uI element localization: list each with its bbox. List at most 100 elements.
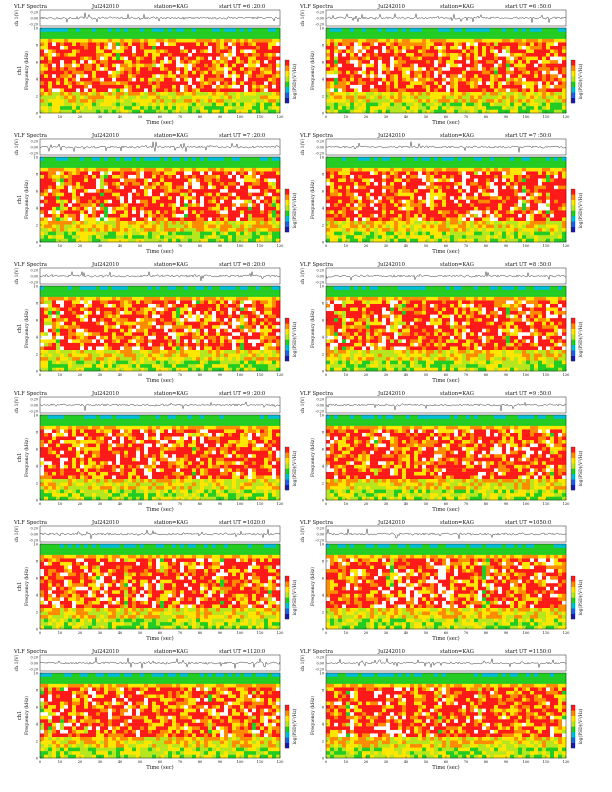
- heatmap-cell: [434, 52, 439, 57]
- heatmap-cell: [248, 102, 253, 107]
- heatmap-cell: [232, 77, 237, 82]
- heatmap-cell: [200, 74, 205, 78]
- heatmap-cell: [164, 84, 169, 89]
- heatmap-cell: [402, 109, 407, 114]
- heatmap-cell: [220, 231, 225, 236]
- heatmap-cell: [132, 213, 137, 218]
- heatmap-cell: [188, 105, 193, 110]
- heatmap-cell: [216, 199, 221, 204]
- heatmap-cell: [76, 38, 81, 43]
- heatmap-cell: [370, 192, 375, 197]
- heatmap-cell: [394, 38, 399, 43]
- heatmap-cell: [76, 49, 81, 54]
- heatmap-cell: [136, 178, 141, 183]
- heatmap-cell: [350, 174, 355, 179]
- heatmap-cell: [276, 105, 281, 110]
- x-tick-label: 10: [58, 115, 63, 119]
- heatmap-cell: [116, 88, 121, 92]
- heatmap-cell: [108, 52, 113, 57]
- heatmap-cell: [236, 195, 241, 200]
- heatmap-cell: [276, 70, 281, 75]
- heatmap-cell: [418, 102, 423, 107]
- heatmap-cell: [56, 167, 61, 172]
- heatmap-cell: [470, 42, 475, 46]
- heatmap-cell: [326, 167, 331, 172]
- heatmap-cell: [514, 38, 519, 43]
- heatmap-cell: [410, 59, 415, 64]
- heatmap-cell: [252, 98, 257, 103]
- heatmap-cell: [112, 109, 117, 114]
- heatmap-cell: [92, 160, 97, 165]
- heatmap-cell: [204, 217, 209, 221]
- heatmap-cell: [148, 206, 153, 211]
- heatmap-cell: [530, 102, 535, 107]
- heatmap-cell: [466, 102, 471, 107]
- heatmap-cell: [546, 88, 551, 92]
- heatmap-cell: [354, 224, 359, 229]
- heatmap-cell: [124, 52, 129, 57]
- heatmap-cell: [52, 98, 57, 103]
- heatmap-cell: [276, 174, 281, 179]
- heatmap-cell: [446, 28, 451, 32]
- heatmap-cell: [72, 224, 77, 229]
- heatmap-cell: [354, 52, 359, 57]
- heatmap-cell: [236, 185, 241, 190]
- heatmap-cell: [378, 98, 383, 103]
- heatmap-cell: [422, 38, 427, 43]
- heatmap-cell: [68, 203, 73, 207]
- heatmap-cell: [40, 206, 45, 211]
- heatmap-cell: [394, 157, 399, 161]
- heatmap-cell: [68, 164, 73, 168]
- heatmap-cell: [220, 77, 225, 82]
- heatmap-cell: [362, 52, 367, 57]
- heatmap-cell: [148, 185, 153, 190]
- heatmap-cell: [220, 157, 225, 161]
- heatmap-cell: [430, 56, 435, 61]
- heatmap-cell: [494, 77, 499, 82]
- heatmap-cell: [56, 234, 61, 239]
- heatmap-cell: [430, 49, 435, 54]
- heatmap-cell: [494, 52, 499, 57]
- heatmap-cell: [370, 199, 375, 204]
- heatmap-cell: [80, 109, 85, 114]
- heatmap-cell: [330, 91, 335, 96]
- heatmap-cell: [264, 49, 269, 54]
- heatmap-cell: [276, 102, 281, 107]
- heatmap-cell: [56, 238, 61, 243]
- heatmap-cell: [232, 224, 237, 229]
- heatmap-cell: [354, 98, 359, 103]
- heatmap-cell: [40, 185, 45, 190]
- heatmap-cell: [256, 38, 261, 43]
- heatmap-cell: [482, 28, 487, 32]
- heatmap-cell: [212, 178, 217, 183]
- heatmap-cell: [538, 45, 543, 50]
- heatmap-cell: [232, 98, 237, 103]
- heatmap-cell: [450, 59, 455, 64]
- heatmap-cell: [430, 70, 435, 75]
- heatmap-cell: [108, 31, 113, 36]
- heatmap-cell: [64, 88, 69, 92]
- heatmap-cell: [48, 238, 53, 243]
- heatmap-cell: [374, 238, 379, 243]
- heatmap-cell: [326, 227, 331, 232]
- heatmap-cell: [398, 188, 403, 193]
- heatmap-cell: [240, 213, 245, 218]
- heatmap-cell: [136, 185, 141, 190]
- heatmap-cell: [438, 98, 443, 103]
- heatmap-cell: [244, 238, 249, 243]
- heatmap-cell: [374, 203, 379, 207]
- heatmap-cell: [196, 195, 201, 200]
- heatmap-cell: [268, 105, 273, 110]
- heatmap-cell: [390, 31, 395, 36]
- heatmap-cell: [450, 105, 455, 110]
- heatmap-cell: [550, 77, 555, 82]
- heatmap-cell: [366, 77, 371, 82]
- heatmap-cell: [386, 42, 391, 46]
- heatmap-cell: [326, 66, 331, 71]
- heatmap-cell: [398, 38, 403, 43]
- heatmap-cell: [358, 224, 363, 229]
- heatmap-cell: [124, 59, 129, 64]
- heatmap-cell: [530, 31, 535, 36]
- heatmap-cell: [136, 84, 141, 89]
- heatmap-cell: [212, 206, 217, 211]
